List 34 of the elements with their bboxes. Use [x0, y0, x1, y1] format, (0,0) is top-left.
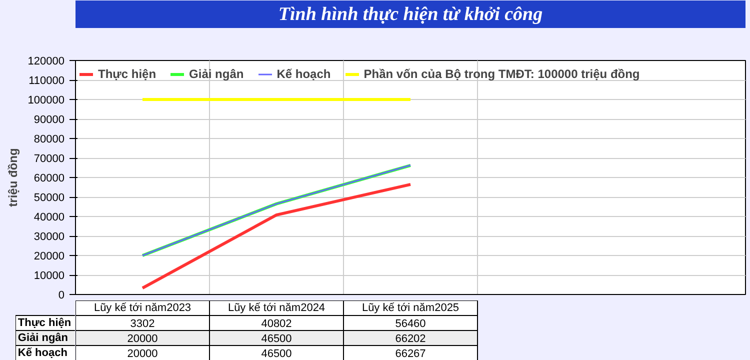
y-tick-label: 70000 [34, 153, 65, 165]
data-label: 3302 [130, 318, 155, 330]
y-tick-label: 100000 [28, 94, 65, 106]
legend-label: Phần vốn của Bộ trong TMĐT: 100000 triệu đồng [364, 67, 640, 81]
text: Giải ngân [18, 332, 68, 344]
y-tick-label: 110000 [28, 75, 64, 87]
x-tick-label: Lũy kế tới năm2025 [362, 302, 460, 314]
y-tick-label: 20000 [34, 250, 65, 262]
y-axis-title: triệu đồng [6, 148, 20, 207]
y-tick-label: 90000 [34, 114, 65, 126]
data-label: 20000 [127, 333, 158, 345]
data-label: 40802 [261, 318, 292, 330]
y-tick-label: 80000 [34, 134, 65, 146]
y-tick-label: 0 [58, 290, 65, 302]
data-label: 66267 [395, 348, 426, 360]
data-label: 46500 [261, 333, 292, 345]
legend-label: Kế hoạch [276, 67, 331, 81]
x-tick-label: Lũy kế tới năm2023 [94, 302, 192, 314]
data-label: 20000 [127, 348, 158, 360]
y-tick-label: 40000 [34, 212, 65, 224]
y-tick-label: 60000 [34, 172, 65, 184]
chart-title: Tình hình thực hiện từ khởi công [278, 4, 543, 25]
data-label: 46500 [261, 348, 292, 360]
legend-label: Thực hiện [98, 67, 156, 81]
y-tick-label: 50000 [34, 192, 65, 204]
data-label: 56460 [395, 318, 426, 330]
text: Kế hoạch [18, 347, 68, 359]
data-label: 66202 [395, 333, 426, 345]
y-tick-label: 10000 [34, 270, 65, 282]
legend-label: Giải ngân [189, 67, 244, 81]
y-tick-label: 120000 [28, 56, 65, 68]
x-tick-label: Lũy kế tới năm2024 [228, 302, 326, 314]
text: Thực hiện [18, 317, 72, 329]
y-tick-label: 30000 [34, 231, 65, 243]
